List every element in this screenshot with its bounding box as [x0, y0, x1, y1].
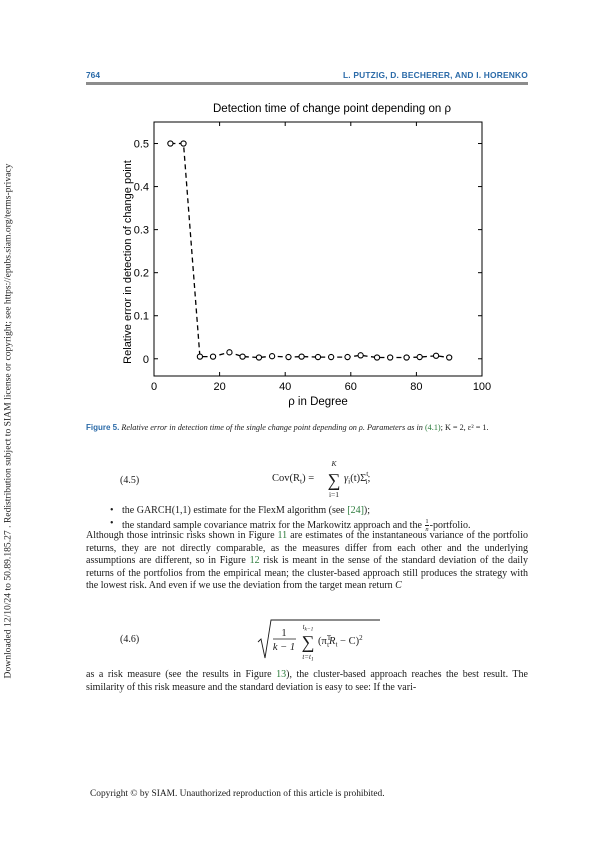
x-tick-label: 100 — [473, 381, 491, 393]
citation-link[interactable]: [24] — [347, 505, 364, 516]
x-tick-label: 40 — [279, 381, 291, 393]
caption-equation-ref[interactable]: (4.1) — [424, 423, 441, 432]
running-authors: L. PUTZIG, D. BECHERER, AND I. HORENKO — [342, 70, 528, 80]
data-point — [285, 353, 292, 361]
data-point — [446, 354, 453, 361]
y-tick-label: 0.3 — [134, 225, 149, 237]
caption-text: Relative error in detection time of the … — [121, 423, 423, 432]
figure-11-link[interactable]: 11 — [277, 530, 288, 541]
data-point — [387, 354, 394, 361]
data-point — [403, 354, 410, 361]
figure-5: Detection time of change point depending… — [110, 96, 510, 416]
figure-caption: Figure 5. Relative error in detection ti… — [86, 422, 528, 433]
x-axis-label: ρ in Degree — [288, 396, 348, 408]
data-point — [180, 140, 187, 147]
download-notice: Downloaded 12/10/24 to 50.89.185.27 . Re… — [0, 0, 16, 842]
svg-text:∑: ∑ — [302, 632, 315, 652]
header-rule — [86, 82, 528, 85]
list-item: • the GARCH(1,1) estimate for the FlexM … — [110, 505, 371, 516]
data-point — [357, 352, 364, 359]
svg-text:tk−1: tk−1 — [303, 623, 314, 633]
svg-text:Cov(Rt) =: Cov(Rt) = — [272, 473, 314, 486]
svg-text:t=t1: t=t1 — [302, 653, 314, 662]
data-point — [255, 354, 263, 361]
caption-label: Figure 5. — [86, 423, 120, 432]
equation-4-5-body: Cov(Rt) = K ∑ i=1 γi(t)Σt i; — [272, 459, 370, 499]
y-tick-label: 0.5 — [134, 139, 149, 151]
series-line — [170, 142, 450, 359]
caption-params: ; K = 2, ε² = 1. — [440, 423, 489, 432]
y-axis-label: Relative error in detection of change po… — [122, 160, 134, 364]
figure-12-link[interactable]: 12 — [249, 555, 260, 567]
list-item: • the standard sample covariance matrix … — [110, 517, 471, 533]
data-point — [209, 353, 217, 360]
svg-text:i=1: i=1 — [329, 490, 339, 499]
svg-text:1: 1 — [281, 628, 286, 639]
equation-4-6: (4.6) 1 k − 1 tk−1 ∑ t=t1 (πT tRt − C)2 — [86, 618, 528, 662]
svg-text:K: K — [330, 459, 337, 468]
data-point — [196, 353, 204, 360]
data-point — [298, 353, 305, 360]
data-point — [327, 353, 335, 361]
download-notice-text: Downloaded 12/10/24 to 50.89.185.27 . Re… — [2, 163, 14, 679]
equation-number-4-6: (4.6) — [120, 634, 140, 645]
svg-text:∑: ∑ — [328, 470, 341, 490]
equation-4-6-body: 1 k − 1 tk−1 ∑ t=t1 (πT tRt − C)2 — [257, 619, 380, 662]
y-tick-label: 0 — [143, 354, 149, 366]
change-point-chart: Detection time of change point depending… — [122, 103, 491, 408]
bullet-marker: • — [110, 517, 114, 529]
data-point — [314, 353, 322, 361]
copyright-footer: Copyright © by SIAM. Unauthorized reprod… — [90, 789, 385, 799]
y-tick-label: 0.1 — [134, 311, 149, 323]
svg-text:k − 1: k − 1 — [273, 642, 295, 653]
paragraph-risk-measure: as a risk measure (see the results in Fi… — [86, 669, 528, 693]
data-point — [167, 140, 174, 147]
data-point — [416, 353, 423, 361]
y-tick-label: 0.2 — [134, 268, 149, 280]
x-tick-label: 0 — [151, 381, 157, 393]
running-header: 764 L. PUTZIG, D. BECHERER, AND I. HOREN… — [86, 70, 528, 84]
data-point — [373, 354, 381, 361]
figure-13-link[interactable]: 13 — [276, 669, 287, 680]
data-point — [268, 353, 276, 360]
plot-area-frame — [153, 121, 483, 377]
bullet-list: • the GARCH(1,1) estimate for the FlexM … — [86, 505, 528, 533]
paragraph-risk-comparison: Although those intrinsic risks shown in … — [86, 530, 528, 592]
x-tick-label: 20 — [213, 381, 225, 393]
data-point — [344, 353, 351, 361]
equation-number-4-5: (4.5) — [120, 475, 140, 486]
data-point — [432, 352, 440, 359]
equation-4-5: (4.5) Cov(Rt) = K ∑ i=1 γi(t)Σt i; — [86, 454, 528, 504]
bullet-marker: • — [110, 505, 114, 516]
svg-text:γi(t)Σti;: γi(t)Σt i; — [344, 469, 370, 486]
page-number: 764 — [86, 70, 100, 80]
x-tick-label: 80 — [410, 381, 422, 393]
x-tick-label: 60 — [345, 381, 357, 393]
y-tick-label: 0.4 — [134, 182, 149, 194]
data-point — [226, 349, 233, 356]
chart-title: Detection time of change point depending… — [213, 103, 451, 115]
data-point — [239, 353, 246, 360]
